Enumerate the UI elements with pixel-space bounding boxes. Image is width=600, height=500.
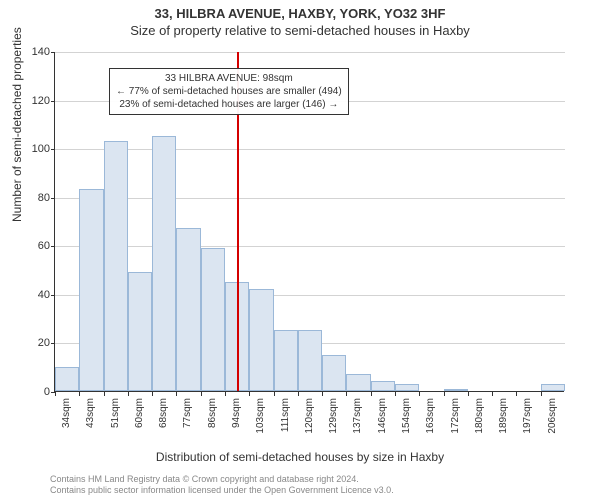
gridline [55, 246, 565, 247]
x-tick-mark [128, 392, 129, 396]
chart-title-address: 33, HILBRA AVENUE, HAXBY, YORK, YO32 3HF [0, 0, 600, 21]
histogram-bar [55, 367, 79, 391]
x-tick-mark [444, 392, 445, 396]
x-tick-label: 137sqm [352, 398, 363, 438]
footer-line2: Contains public sector information licen… [50, 485, 394, 496]
histogram-bar [249, 289, 273, 391]
x-tick-mark [322, 392, 323, 396]
histogram-bar [346, 374, 370, 391]
x-tick-label: 60sqm [134, 398, 145, 438]
x-tick-label: 103sqm [255, 398, 266, 438]
histogram-bar [322, 355, 346, 391]
x-tick-mark [516, 392, 517, 396]
x-tick-mark [419, 392, 420, 396]
histogram-bar [274, 330, 298, 391]
histogram-bar [152, 136, 176, 391]
footer-attribution: Contains HM Land Registry data © Crown c… [50, 474, 394, 496]
x-tick-label: 34sqm [61, 398, 72, 438]
histogram-bar [104, 141, 128, 391]
histogram-bar [298, 330, 322, 391]
x-tick-mark [176, 392, 177, 396]
x-tick-mark [104, 392, 105, 396]
y-tick-label: 140 [32, 46, 50, 58]
x-tick-label: 51sqm [110, 398, 121, 438]
x-tick-mark [541, 392, 542, 396]
footer-line1: Contains HM Land Registry data © Crown c… [50, 474, 394, 485]
plot-area: 02040608010012014034sqm43sqm51sqm60sqm68… [54, 52, 564, 392]
x-tick-label: 206sqm [547, 398, 558, 438]
y-tick-mark [51, 101, 55, 102]
histogram-bar [395, 384, 419, 391]
x-tick-mark [468, 392, 469, 396]
chart-area: 02040608010012014034sqm43sqm51sqm60sqm68… [54, 52, 564, 422]
x-tick-mark [201, 392, 202, 396]
y-tick-mark [51, 198, 55, 199]
y-tick-label: 100 [32, 143, 50, 155]
x-tick-label: 120sqm [304, 398, 315, 438]
y-tick-label: 80 [38, 192, 50, 204]
x-tick-label: 129sqm [328, 398, 339, 438]
x-tick-mark [225, 392, 226, 396]
y-axis-label: Number of semi-detached properties [10, 27, 24, 222]
x-tick-label: 180sqm [474, 398, 485, 438]
x-tick-mark [274, 392, 275, 396]
annotation-line1: 33 HILBRA AVENUE: 98sqm [116, 72, 342, 85]
x-tick-mark [152, 392, 153, 396]
y-tick-mark [51, 343, 55, 344]
x-tick-mark [346, 392, 347, 396]
gridline [55, 52, 565, 53]
annotation-line2: ← 77% of semi-detached houses are smalle… [116, 85, 342, 98]
x-axis-label: Distribution of semi-detached houses by … [0, 450, 600, 464]
x-tick-label: 77sqm [182, 398, 193, 438]
y-tick-mark [51, 246, 55, 247]
histogram-bar [201, 248, 225, 391]
y-tick-label: 60 [38, 240, 50, 252]
y-tick-mark [51, 149, 55, 150]
y-tick-label: 0 [44, 386, 50, 398]
chart-title-subtitle: Size of property relative to semi-detach… [0, 21, 600, 38]
histogram-bar [541, 384, 565, 391]
x-tick-label: 189sqm [498, 398, 509, 438]
annotation-line3: 23% of semi-detached houses are larger (… [116, 98, 342, 111]
x-tick-label: 111sqm [280, 398, 291, 438]
annotation-box: 33 HILBRA AVENUE: 98sqm← 77% of semi-det… [109, 68, 349, 115]
x-tick-mark [492, 392, 493, 396]
x-tick-label: 94sqm [231, 398, 242, 438]
x-tick-mark [55, 392, 56, 396]
gridline [55, 149, 565, 150]
x-tick-mark [395, 392, 396, 396]
x-tick-label: 146sqm [377, 398, 388, 438]
x-tick-mark [298, 392, 299, 396]
x-tick-label: 68sqm [158, 398, 169, 438]
x-tick-label: 86sqm [207, 398, 218, 438]
y-tick-label: 20 [38, 337, 50, 349]
histogram-bar [128, 272, 152, 391]
y-tick-mark [51, 52, 55, 53]
y-tick-mark [51, 295, 55, 296]
x-tick-mark [249, 392, 250, 396]
x-tick-label: 163sqm [425, 398, 436, 438]
histogram-bar [371, 381, 395, 391]
x-tick-label: 154sqm [401, 398, 412, 438]
y-tick-label: 120 [32, 95, 50, 107]
histogram-bar [176, 228, 200, 391]
gridline [55, 198, 565, 199]
x-tick-label: 197sqm [522, 398, 533, 438]
x-tick-label: 43sqm [85, 398, 96, 438]
histogram-bar [444, 389, 468, 391]
x-tick-mark [79, 392, 80, 396]
y-tick-label: 40 [38, 289, 50, 301]
x-tick-label: 172sqm [450, 398, 461, 438]
histogram-bar [79, 189, 103, 391]
x-tick-mark [371, 392, 372, 396]
